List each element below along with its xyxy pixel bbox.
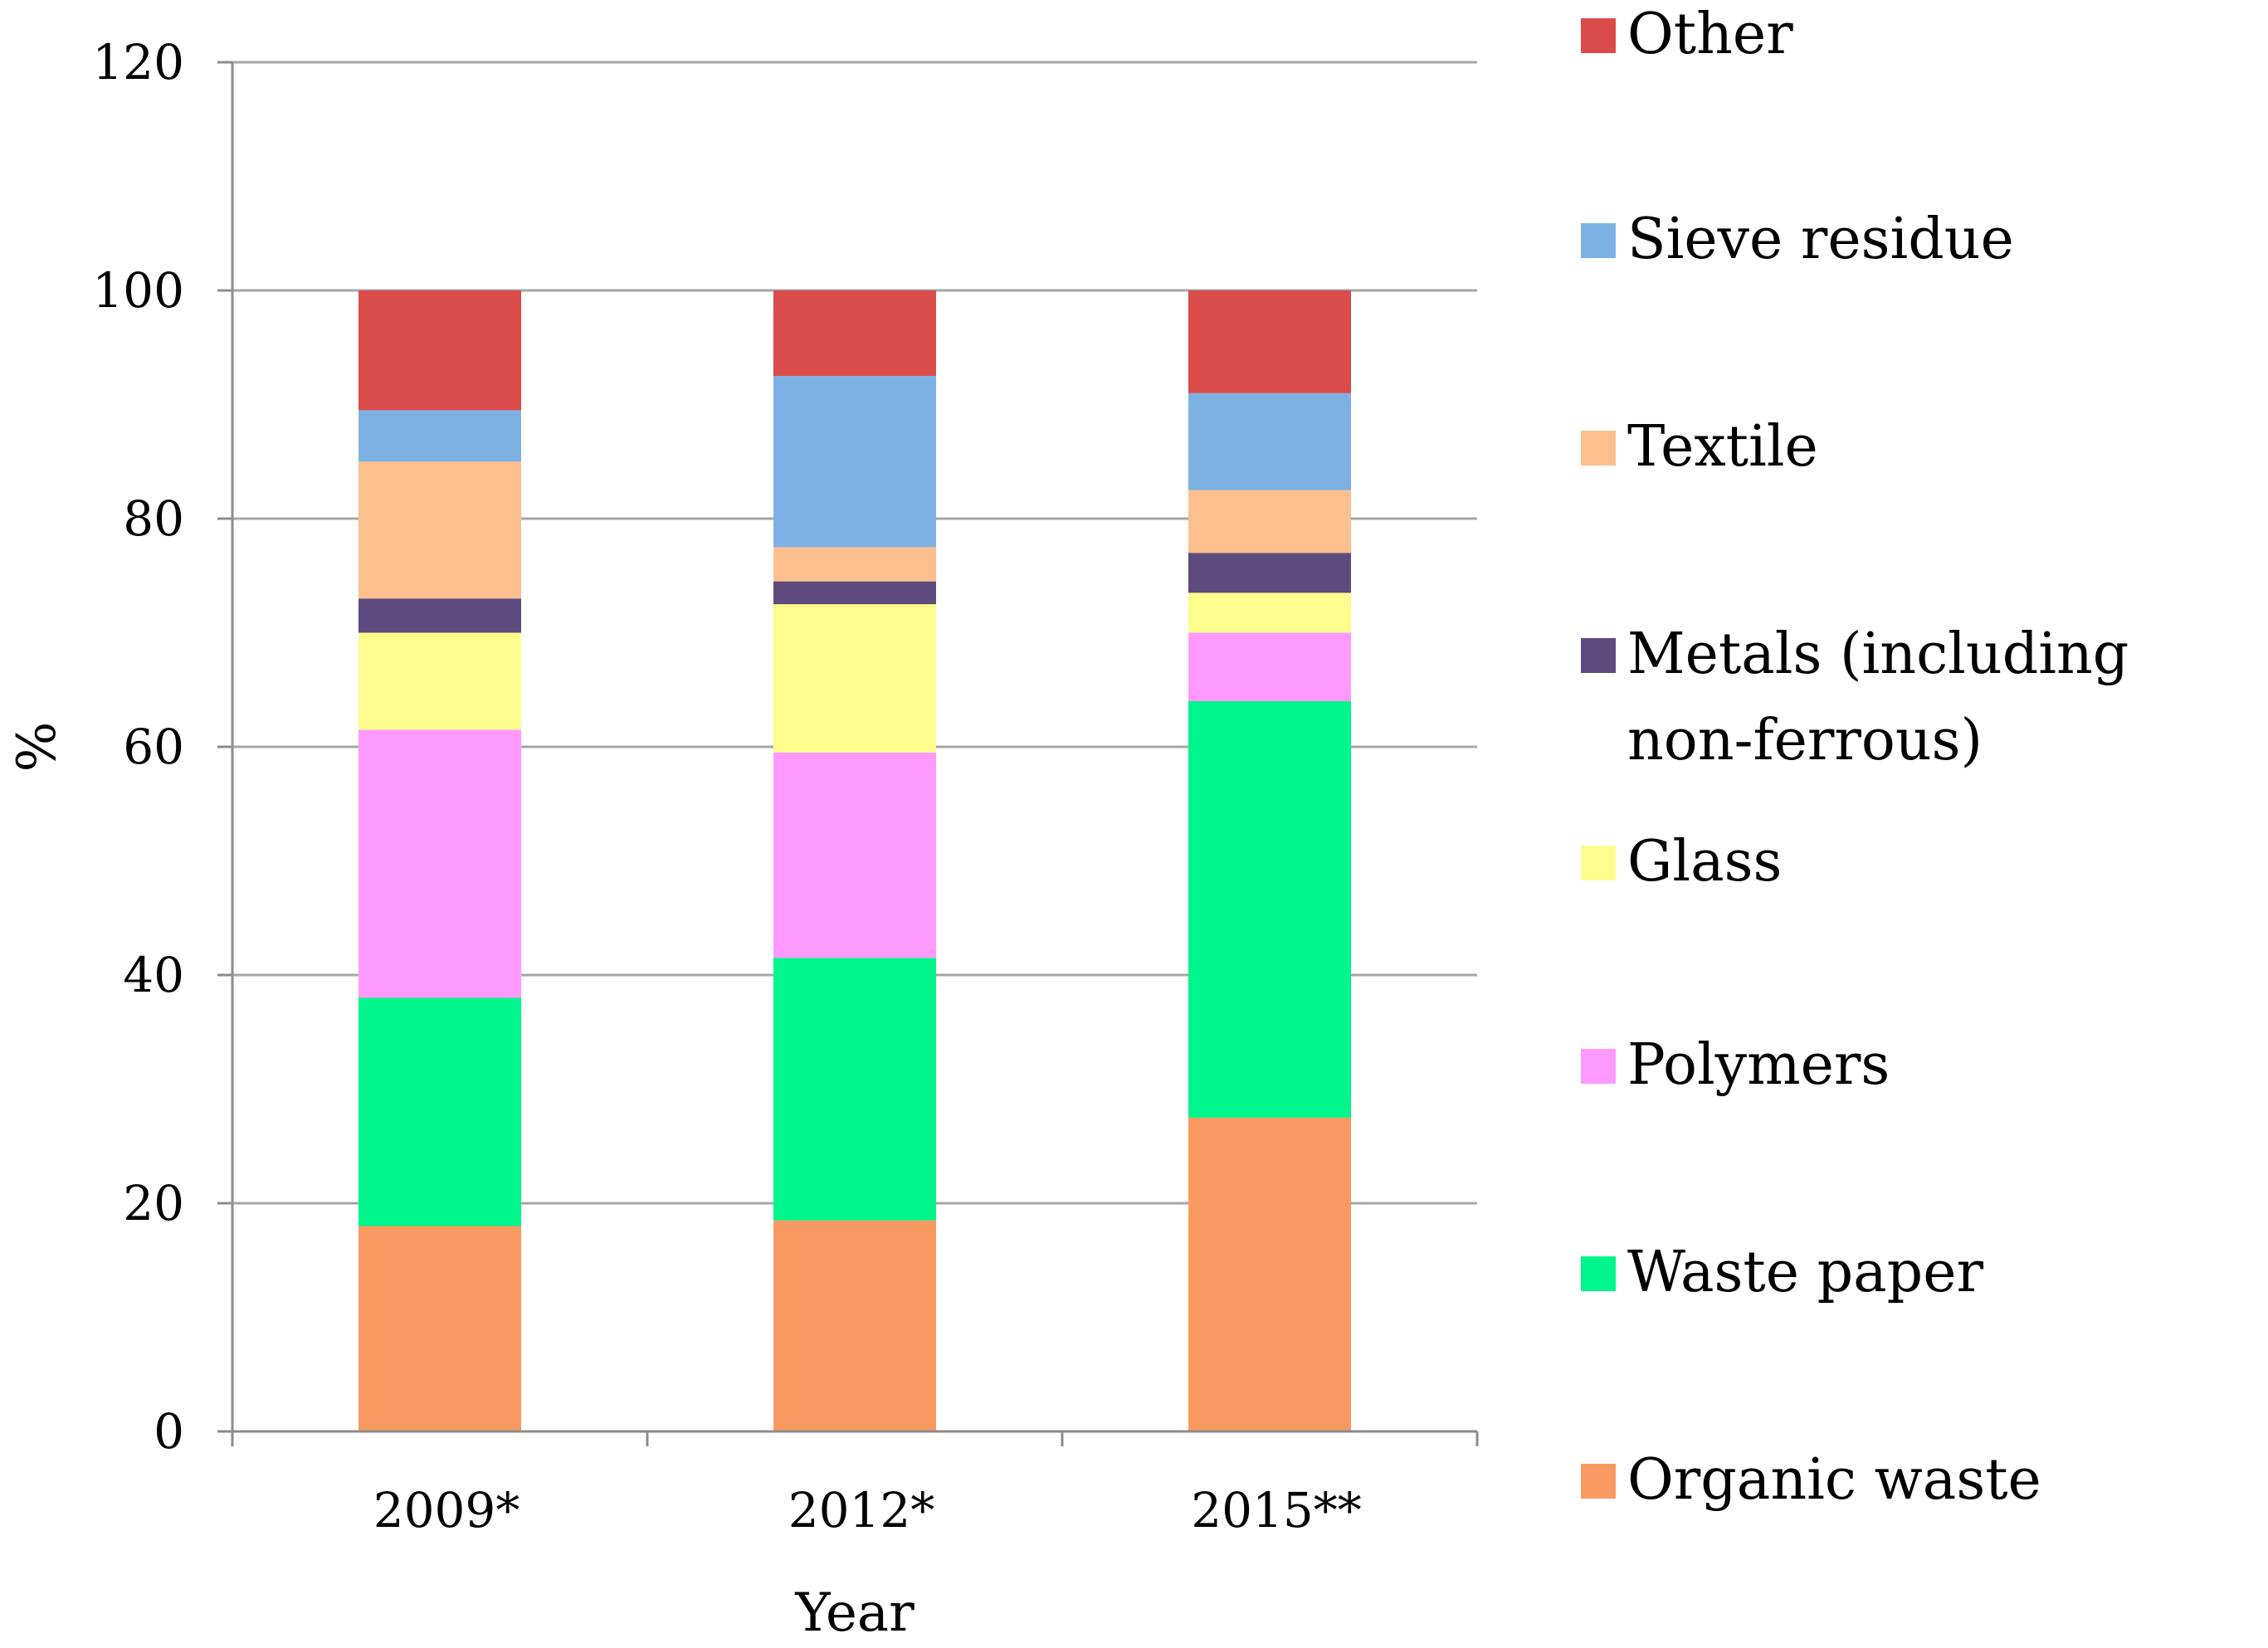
legend-item: Glass (1581, 829, 2258, 905)
bar-segment-polymers (773, 752, 936, 958)
x-axis-title: Year (794, 1582, 915, 1644)
x-tick-label: 2009* (373, 1482, 520, 1538)
legend-label: Textile (1627, 414, 1818, 480)
bar-segment-polymers (1188, 632, 1351, 701)
legend-label: Other (1627, 2, 1793, 67)
legend-label: Polymers (1627, 1032, 1890, 1098)
bar-segment-metals-including-non-ferrous (1188, 553, 1351, 593)
x-tick-label: 2012* (788, 1482, 935, 1538)
bar-segment-organic-waste (773, 1220, 936, 1431)
legend-label: Organic waste (1627, 1447, 2041, 1513)
y-tick-label: 80 (123, 490, 184, 547)
bar-segment-waste-paper (1188, 701, 1351, 1118)
y-tick-label: 20 (123, 1175, 184, 1231)
legend-label: Glass (1627, 829, 1783, 895)
bar-segment-other (358, 290, 521, 411)
y-tick-label: 120 (92, 34, 184, 90)
bar-segment-glass (773, 604, 936, 753)
bar-segment-organic-waste (358, 1226, 521, 1431)
y-tick-label: 0 (154, 1403, 184, 1460)
bar-segment-metals-including-non-ferrous (773, 581, 936, 605)
legend-item: Polymers (1581, 1032, 2258, 1109)
axes (217, 61, 1479, 1446)
bar-segment-other (1188, 290, 1351, 393)
x-tick-labels: 2009* 2012* 2015** (373, 1482, 1362, 1538)
legend-item: Organic waste (1581, 1447, 2258, 1524)
bar-segment-glass (358, 632, 521, 730)
bar-segment-sieve-residue (1188, 392, 1351, 490)
legend-swatch (1581, 1464, 1616, 1499)
legend-label: Waste paper (1627, 1240, 1983, 1305)
bar-segment-waste-paper (358, 997, 521, 1226)
y-tick-labels: 0 20 40 60 80 100 120 (92, 34, 184, 1460)
legend-item: Sieve residue (1581, 207, 2258, 283)
legend-item: Other (1581, 2, 2258, 78)
y-tick-label: 100 (92, 262, 184, 319)
bar-segment-textile (1188, 490, 1351, 553)
bar-segment-sieve-residue (358, 410, 521, 462)
legend-swatch (1581, 18, 1616, 53)
bar-segment-textile (358, 461, 521, 599)
y-tick-label: 60 (123, 719, 184, 775)
bar-segment-other (773, 290, 936, 377)
bar-segment-sieve-residue (773, 376, 936, 548)
legend-swatch (1581, 1256, 1616, 1291)
legend-item: Textile (1581, 414, 2258, 490)
bar-stacks (358, 290, 1351, 1431)
y-axis-title: % (7, 722, 68, 773)
legend-swatch (1581, 431, 1616, 466)
bar-segment-metals-including-non-ferrous (358, 598, 521, 633)
y-tick-label: 40 (123, 947, 184, 1003)
legend-item: Waste paper (1581, 1240, 2258, 1316)
stacked-bar-chart: 0 20 40 60 80 100 120 2009* 2012* 2015** % Year (7, 34, 1479, 1644)
legend-swatch (1581, 846, 1616, 880)
legend-label: Metals (including non-ferrous) (1627, 622, 2129, 773)
legend-label: Sieve residue (1627, 207, 2014, 272)
bar-segment-textile (773, 547, 936, 582)
bar-segment-polymers (358, 729, 521, 998)
legend-swatch (1581, 1049, 1616, 1084)
legend-swatch (1581, 638, 1616, 673)
bar-segment-waste-paper (773, 958, 936, 1221)
legend-item: Metals (including non-ferrous) (1581, 622, 2258, 784)
legend-swatch (1581, 223, 1616, 258)
bar-segment-glass (1188, 592, 1351, 633)
x-tick-label: 2015** (1191, 1482, 1362, 1538)
bar-segment-organic-waste (1188, 1117, 1351, 1431)
